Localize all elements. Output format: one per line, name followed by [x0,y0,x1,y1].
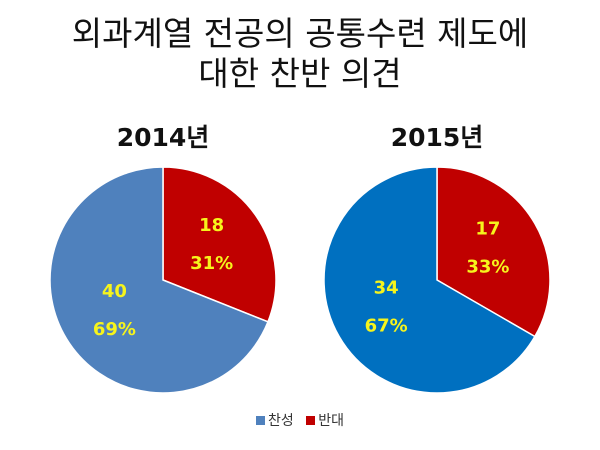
data-label-value-2014-approve: 40 [102,281,127,302]
data-label-percent-2015-approve: 67% [365,315,408,336]
chart-title-2015: 2015년 [390,123,484,152]
legend-swatch-oppose [306,416,316,425]
pie-slice-2014-oppose [162,166,277,323]
data-label-value-2014-oppose: 18 [199,215,224,236]
pie-slice-2014-approve [49,166,269,394]
legend-swatch-approve [256,416,265,425]
data-label-percent-2014-oppose: 31% [190,253,233,274]
legend-item-oppose: 반대 [306,410,344,430]
data-label-percent-2014-approve: 69% [93,319,136,340]
data-label-percent-2015-oppose: 33% [466,257,509,278]
legend-item-approve: 찬성 [256,410,294,430]
pie-slice-2015-approve [323,166,536,394]
data-label-value-2015-approve: 34 [374,277,399,298]
data-label-value-2015-oppose: 17 [475,219,500,240]
legend-label-approve: 찬성 [268,413,294,429]
legend: 찬성 반대 [0,410,600,430]
title-line-2: 대한 찬반 의견 [198,54,402,93]
page-title: 외과계열 전공의 공통수련 제도에 대한 찬반 의견 [0,14,600,94]
pie-slice-2015-oppose [436,166,551,338]
title-line-1: 외과계열 전공의 공통수련 제도에 [71,14,529,53]
legend-label-oppose: 반대 [318,413,344,429]
chart-title-2014: 2014년 [116,123,210,152]
